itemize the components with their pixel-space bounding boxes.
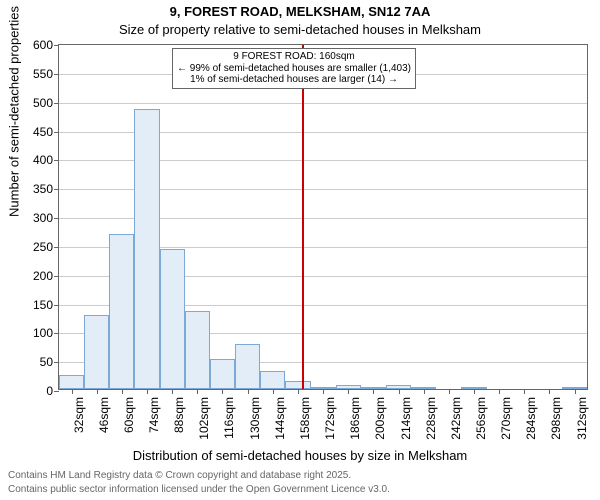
histogram-bar: [160, 249, 185, 389]
x-tick: [348, 389, 349, 394]
annotation-line3: 1% of semi-detached houses are larger (1…: [177, 74, 411, 86]
x-tick-label: 214sqm: [399, 397, 413, 440]
x-tick-label: 242sqm: [449, 397, 463, 440]
y-tick-label: 50: [40, 355, 53, 369]
x-tick-label: 116sqm: [222, 397, 236, 439]
x-tick: [248, 389, 249, 394]
x-tick: [424, 389, 425, 394]
title-line2: Size of property relative to semi-detach…: [0, 22, 600, 37]
footer-line2: Contains public sector information licen…: [8, 484, 390, 495]
histogram-bar: [260, 371, 285, 389]
x-tick-label: 60sqm: [122, 397, 136, 433]
x-tick-label: 102sqm: [197, 397, 211, 440]
y-tick: [54, 218, 59, 219]
x-tick: [122, 389, 123, 394]
x-tick-label: 228sqm: [424, 397, 438, 440]
x-tick-label: 298sqm: [549, 397, 563, 440]
x-tick-label: 88sqm: [172, 397, 186, 433]
x-tick-label: 172sqm: [323, 397, 337, 440]
histogram-bar: [109, 234, 134, 389]
histogram-bar: [134, 109, 159, 389]
y-tick: [54, 247, 59, 248]
y-tick-label: 550: [33, 67, 53, 81]
x-tick-label: 158sqm: [298, 397, 312, 440]
y-tick: [54, 189, 59, 190]
y-tick-label: 300: [33, 211, 53, 225]
histogram-bar: [285, 381, 310, 389]
annotation-line1: 9 FOREST ROAD: 160sqm: [177, 51, 411, 63]
plot-area: 05010015020025030035040045050055060032sq…: [58, 44, 588, 390]
y-tick: [54, 45, 59, 46]
histogram-bar: [59, 375, 84, 389]
x-tick: [373, 389, 374, 394]
y-tick-label: 350: [33, 182, 53, 196]
reference-line: [302, 45, 304, 389]
y-tick-label: 500: [33, 96, 53, 110]
x-tick: [323, 389, 324, 394]
y-tick-label: 600: [33, 38, 53, 52]
x-tick: [197, 389, 198, 394]
x-axis-label: Distribution of semi-detached houses by …: [0, 448, 600, 463]
x-tick-label: 284sqm: [524, 397, 538, 440]
x-tick: [549, 389, 550, 394]
x-tick: [499, 389, 500, 394]
footer-line1: Contains HM Land Registry data © Crown c…: [8, 470, 351, 481]
x-tick-label: 46sqm: [97, 397, 111, 433]
y-axis-label: Number of semi-detached properties: [7, 6, 22, 217]
x-tick-label: 74sqm: [147, 397, 161, 433]
y-tick: [54, 333, 59, 334]
y-tick: [54, 305, 59, 306]
x-tick: [399, 389, 400, 394]
y-tick-label: 400: [33, 153, 53, 167]
y-tick-label: 100: [33, 326, 53, 340]
x-tick-label: 144sqm: [273, 397, 287, 440]
y-tick: [54, 103, 59, 104]
x-tick-label: 130sqm: [248, 397, 262, 440]
x-tick-label: 200sqm: [373, 397, 387, 440]
x-tick: [449, 389, 450, 394]
y-tick-label: 200: [33, 269, 53, 283]
x-tick-label: 256sqm: [474, 397, 488, 440]
x-tick-label: 186sqm: [348, 397, 362, 440]
y-tick: [54, 276, 59, 277]
y-tick: [54, 391, 59, 392]
gridline: [59, 103, 587, 104]
x-tick: [524, 389, 525, 394]
y-tick: [54, 362, 59, 363]
x-tick: [273, 389, 274, 394]
y-tick-label: 250: [33, 240, 53, 254]
histogram-bar: [210, 359, 235, 389]
y-tick-label: 150: [33, 298, 53, 312]
x-tick: [575, 389, 576, 394]
x-tick-label: 32sqm: [72, 397, 86, 433]
x-tick-label: 312sqm: [575, 397, 589, 440]
chart-root: 9, FOREST ROAD, MELKSHAM, SN12 7AA Size …: [0, 0, 600, 500]
histogram-bar: [84, 315, 109, 389]
x-tick: [298, 389, 299, 394]
y-tick-label: 0: [46, 384, 53, 398]
histogram-bar: [185, 311, 210, 389]
annotation-box: 9 FOREST ROAD: 160sqm← 99% of semi-detac…: [172, 48, 416, 89]
y-tick-label: 450: [33, 125, 53, 139]
y-tick: [54, 160, 59, 161]
x-tick-label: 270sqm: [499, 397, 513, 440]
x-tick: [97, 389, 98, 394]
y-tick: [54, 74, 59, 75]
annotation-line2: ← 99% of semi-detached houses are smalle…: [177, 63, 411, 75]
y-tick: [54, 132, 59, 133]
histogram-bar: [235, 344, 260, 389]
x-tick: [72, 389, 73, 394]
x-tick: [222, 389, 223, 394]
x-tick: [474, 389, 475, 394]
x-tick: [147, 389, 148, 394]
title-line1: 9, FOREST ROAD, MELKSHAM, SN12 7AA: [0, 4, 600, 19]
x-tick: [172, 389, 173, 394]
